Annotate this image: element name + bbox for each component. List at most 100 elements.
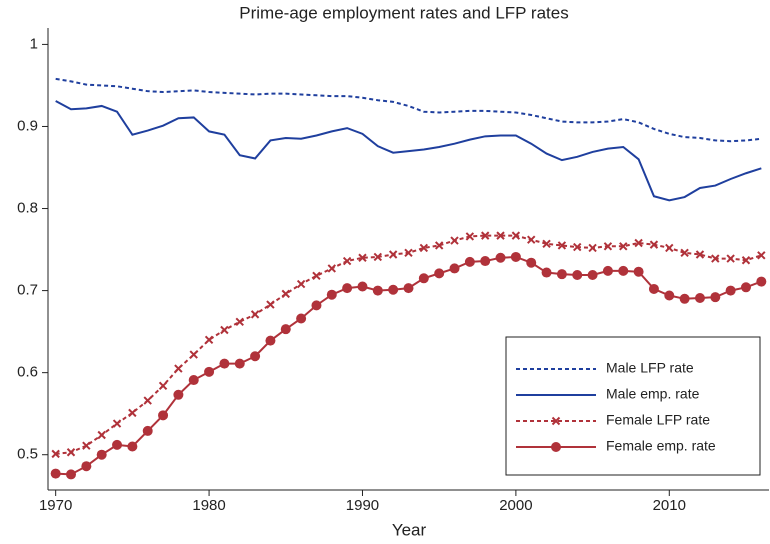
marker	[740, 282, 751, 293]
series-line	[55, 77, 762, 143]
marker	[664, 290, 675, 301]
marker	[496, 231, 505, 240]
marker	[358, 253, 367, 262]
marker	[388, 250, 398, 259]
marker	[465, 232, 475, 241]
marker	[495, 252, 506, 263]
marker	[741, 256, 751, 265]
marker	[373, 252, 383, 262]
legend-marker	[551, 442, 561, 452]
y-tick-label: 0.8	[17, 200, 38, 217]
marker	[158, 410, 169, 421]
marker	[326, 289, 337, 300]
marker	[128, 408, 137, 418]
marker	[312, 271, 321, 281]
marker	[51, 449, 60, 459]
marker	[250, 351, 261, 362]
marker	[711, 254, 720, 263]
marker	[694, 292, 705, 303]
x-tick-label: 1970	[39, 497, 72, 514]
marker	[526, 257, 537, 268]
marker	[220, 325, 229, 335]
marker	[587, 270, 598, 281]
marker	[602, 265, 613, 276]
marker	[250, 310, 260, 319]
x-tick-label: 1980	[192, 497, 225, 514]
marker	[449, 263, 460, 274]
legend-label: Female LFP rate	[606, 412, 710, 428]
marker	[296, 313, 307, 324]
marker	[710, 292, 721, 303]
marker	[434, 268, 445, 279]
marker	[419, 243, 429, 253]
marker	[695, 250, 705, 259]
marker	[311, 300, 322, 311]
marker	[158, 381, 168, 390]
marker	[556, 269, 567, 280]
marker	[619, 242, 628, 251]
series-line	[55, 100, 762, 202]
y-tick-label: 1	[30, 35, 38, 52]
marker	[143, 396, 152, 405]
marker	[572, 270, 583, 281]
y-tick-label: 0.6	[17, 364, 38, 381]
marker	[573, 242, 582, 252]
marker	[603, 242, 613, 251]
marker	[127, 441, 138, 452]
marker	[388, 284, 399, 295]
marker	[265, 335, 276, 346]
x-axis-label: Year	[392, 520, 427, 539]
legend-label: Male emp. rate	[606, 386, 700, 402]
marker	[557, 241, 567, 250]
marker	[342, 256, 352, 266]
marker	[296, 279, 306, 289]
legend-box	[505, 336, 761, 476]
x-tick-label: 2000	[499, 497, 532, 514]
marker	[726, 254, 735, 263]
marker	[757, 251, 766, 260]
marker	[81, 461, 92, 472]
x-tick-label: 1990	[346, 497, 379, 514]
marker	[679, 293, 690, 304]
marker	[188, 375, 199, 386]
marker	[174, 364, 183, 373]
marker	[434, 241, 444, 250]
marker	[404, 248, 413, 258]
marker	[588, 243, 597, 253]
marker	[618, 265, 629, 276]
marker	[372, 285, 383, 296]
marker	[633, 266, 644, 277]
chart-title: Prime-age employment rates and LFP rates	[239, 3, 568, 22]
marker	[280, 324, 291, 335]
marker	[204, 366, 215, 377]
y-tick-label: 0.9	[17, 117, 38, 134]
marker	[511, 231, 521, 240]
y-tick-label: 0.7	[17, 282, 38, 299]
marker	[756, 276, 767, 287]
marker	[342, 283, 353, 294]
marker	[82, 441, 91, 450]
marker	[649, 240, 659, 249]
marker	[235, 317, 244, 326]
marker	[725, 285, 736, 296]
legend-label: Female emp. rate	[606, 438, 716, 454]
marker	[327, 264, 337, 273]
y-tick-label: 0.5	[17, 446, 38, 463]
marker	[480, 256, 491, 267]
marker	[634, 238, 643, 248]
marker	[234, 358, 245, 369]
marker	[281, 289, 290, 299]
marker	[50, 468, 61, 479]
marker	[403, 283, 414, 294]
marker	[219, 358, 230, 369]
marker	[142, 425, 153, 436]
marker	[204, 335, 214, 345]
marker	[480, 231, 490, 240]
marker	[173, 389, 184, 400]
marker	[418, 273, 429, 284]
marker	[680, 248, 689, 258]
marker	[357, 281, 368, 292]
marker	[450, 236, 459, 245]
marker	[464, 256, 475, 267]
